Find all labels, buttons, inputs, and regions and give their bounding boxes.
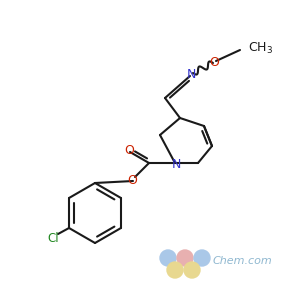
Circle shape <box>177 250 193 266</box>
Text: Cl: Cl <box>47 232 59 245</box>
Text: O: O <box>127 175 137 188</box>
Text: Chem.com: Chem.com <box>213 256 273 266</box>
Circle shape <box>184 262 200 278</box>
Text: N: N <box>186 68 196 82</box>
Text: O: O <box>124 145 134 158</box>
Circle shape <box>160 250 176 266</box>
Text: O: O <box>209 56 219 68</box>
Circle shape <box>167 262 183 278</box>
Circle shape <box>194 250 210 266</box>
Text: CH$_3$: CH$_3$ <box>248 40 273 56</box>
Text: N: N <box>171 158 181 170</box>
